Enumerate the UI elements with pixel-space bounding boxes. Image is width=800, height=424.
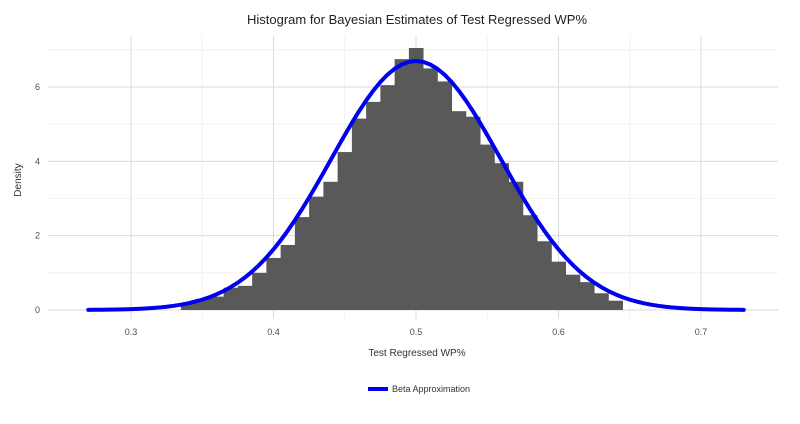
- legend-label-beta: Beta Approximation: [392, 384, 470, 394]
- histogram-bar: [309, 196, 324, 310]
- histogram-bar: [195, 298, 210, 310]
- y-tick-label: 4: [35, 156, 40, 166]
- histogram-bar: [480, 144, 495, 310]
- histogram-bar: [551, 261, 567, 310]
- x-tick-label: 0.3: [125, 327, 138, 337]
- histogram-bar: [280, 244, 296, 310]
- histogram-bar: [337, 152, 353, 310]
- histogram-bar: [323, 181, 339, 310]
- histogram-bar: [366, 101, 381, 310]
- histogram-bar: [565, 274, 581, 310]
- x-tick-label: 0.5: [410, 327, 423, 337]
- histogram-bar: [294, 217, 310, 310]
- histogram-bar: [437, 81, 453, 310]
- histogram-bar: [579, 282, 595, 310]
- y-tick-label: 6: [35, 82, 40, 92]
- histogram-bar: [209, 296, 225, 310]
- histogram-bar: [223, 287, 239, 310]
- histogram-bar: [465, 116, 481, 310]
- histogram-bar: [423, 68, 438, 311]
- histogram-bar: [594, 293, 609, 310]
- histogram-bar: [380, 85, 396, 311]
- histogram-bar: [180, 303, 196, 310]
- histogram-bar: [237, 285, 253, 310]
- histogram-bar: [252, 272, 267, 310]
- x-tick-label: 0.7: [695, 327, 708, 337]
- histogram-bar: [394, 59, 410, 310]
- histogram-bars: [180, 47, 624, 311]
- y-tick-label: 2: [35, 231, 40, 241]
- histogram-bar: [266, 257, 282, 310]
- histogram-bar: [451, 111, 467, 311]
- histogram-bar: [351, 118, 367, 310]
- x-tick-label: 0.4: [267, 327, 280, 337]
- x-axis-title: Test Regressed WP%: [368, 348, 465, 359]
- histogram-bar: [537, 241, 552, 310]
- chart-title: Histogram for Bayesian Estimates of Test…: [247, 12, 587, 27]
- axes: 0.3 0.4 0.5 0.6 0.7 0 2 4 6: [35, 82, 707, 337]
- histogram-bar: [508, 181, 524, 310]
- histogram-bar: [608, 300, 624, 310]
- y-axis-title: Density: [13, 163, 24, 196]
- beta-approximation-line: [86, 58, 746, 312]
- histogram-bar: [494, 163, 510, 310]
- x-tick-label: 0.6: [552, 327, 565, 337]
- legend: Beta Approximation: [368, 384, 470, 394]
- beta-curve-layer: [86, 58, 746, 312]
- histogram-bar: [408, 47, 424, 310]
- y-tick-label: 0: [35, 305, 40, 315]
- histogram-bar: [522, 215, 538, 310]
